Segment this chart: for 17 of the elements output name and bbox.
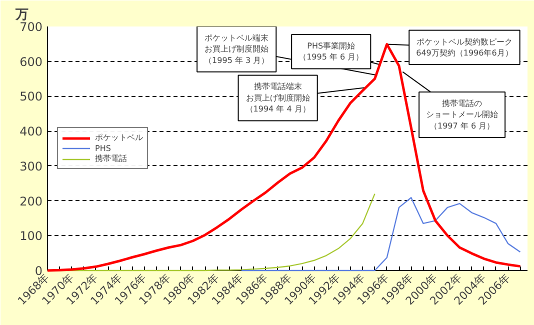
y-tick-label: 500 (20, 90, 42, 104)
legend-label: 携帯電話 (95, 153, 127, 164)
y-tick-label: 400 (20, 124, 42, 139)
annotation: 携帯電話端末お買上げ制度開始（1994 年 4 月） (245, 82, 310, 114)
y-tick-label: 100 (20, 229, 42, 244)
annotation: ポケットベル端末お買上げ制度開始（1995 年 3 月） (204, 33, 270, 65)
y-tick-label: 200 (20, 194, 42, 208)
line-series (240, 197, 521, 272)
legend-label: ポケットベル (95, 132, 143, 143)
annotation: PHS事業開始（1995 年 6 月） (298, 41, 364, 62)
y-tick-label: 700 (20, 20, 42, 34)
legend-label: PHS (95, 143, 112, 153)
annotation: 携帯電話のショートメール開始（1997 年 6 月） (426, 98, 498, 130)
y-tick-label: 600 (20, 54, 42, 69)
y-tick-label: 300 (20, 159, 42, 174)
annotation: ポケットベル契約数ピーク649万契約（1996年6月） (416, 37, 513, 58)
y-axis-title: 万 (14, 8, 28, 22)
